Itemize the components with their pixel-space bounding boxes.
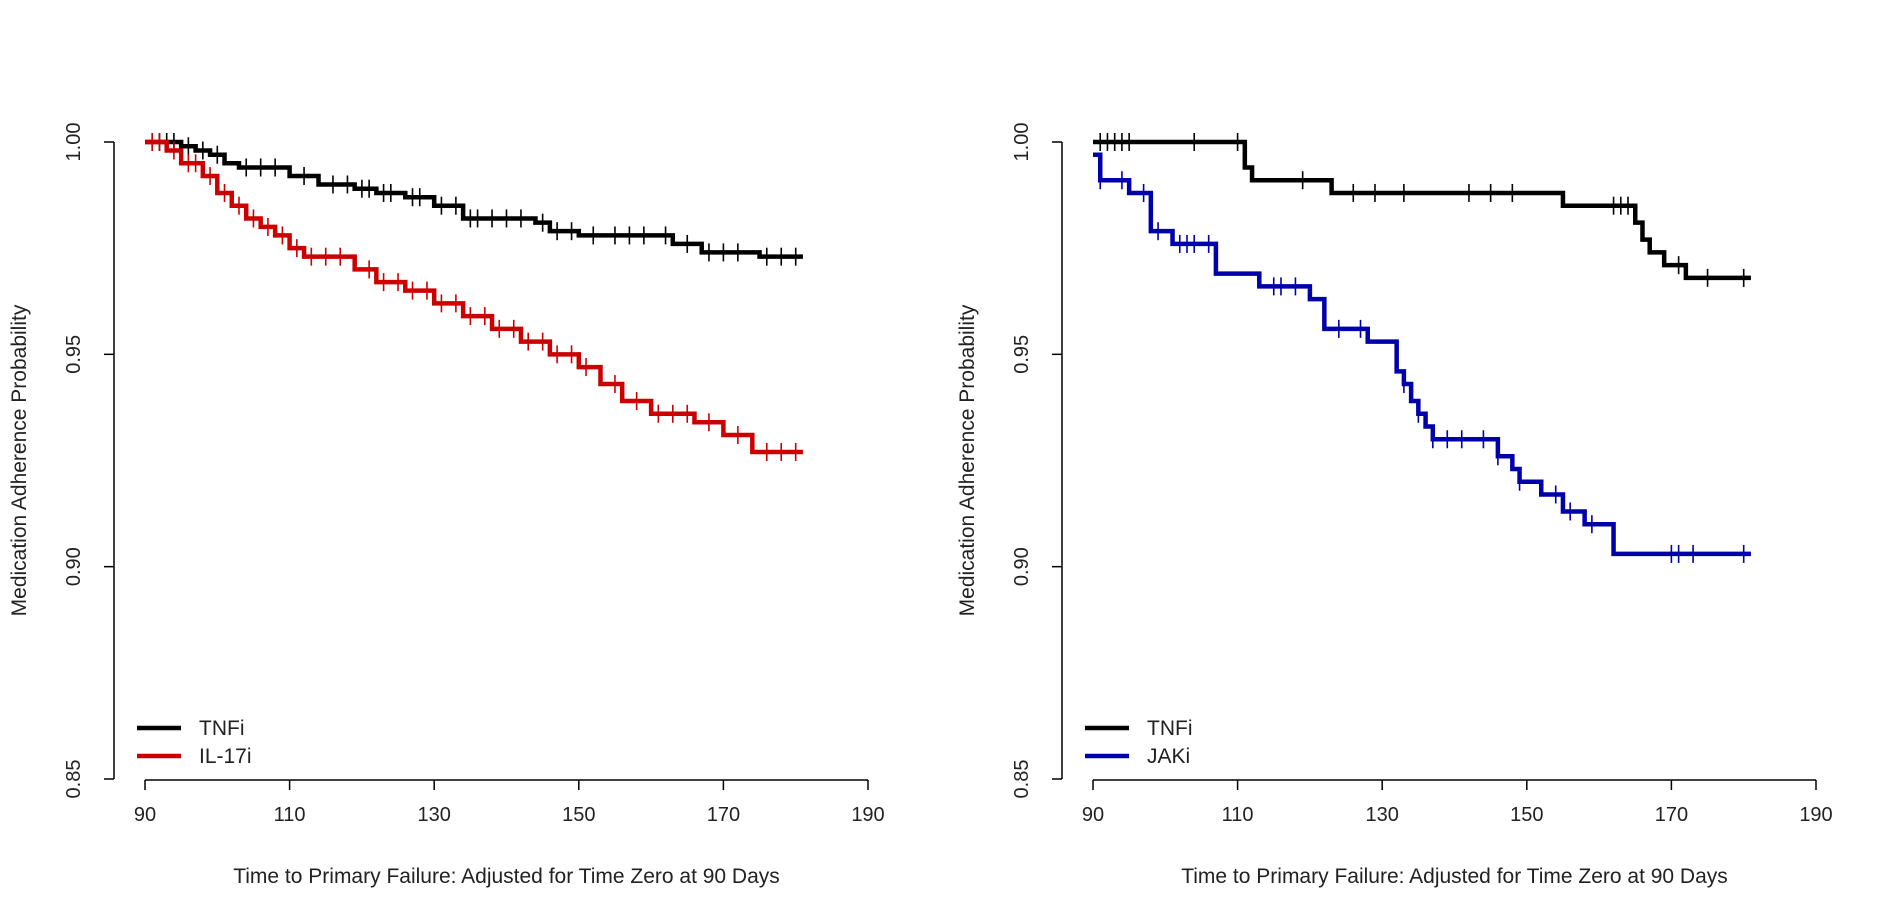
legend-label: TNFi [1147,717,1193,740]
x-tick-label: 90 [134,804,156,826]
x-tick-label: 130 [1366,804,1399,826]
x-tick-label: 110 [274,804,306,826]
series-jaki [1093,152,1751,563]
y-axis-title: Medication Adherence Probability [8,304,31,616]
x-tick-label: 190 [851,804,884,826]
km-plot-tnfi-vs-il17i: 90 110 130 150 170 190 0.85 0.90 0.95 1.00 Time to… [8,123,885,888]
x-axis: 90 110 130 150 170 190 [134,779,885,826]
legend: TNFi JAKi [1085,717,1193,768]
left-chart-panel: 90 110 130 150 170 190 0.85 0.90 0.95 1.00 Time to… [8,123,885,888]
y-tick-label: 0.95 [63,335,85,374]
y-tick-label: 1.00 [1011,123,1033,162]
y-axis-title: Medication Adherence Probability [956,304,979,616]
x-tick-label: 150 [1510,804,1543,826]
legend-label: TNFi [199,717,245,740]
y-axis: 0.85 0.90 0.95 1.00 [63,123,115,799]
series-tnfi [1093,133,1751,287]
right-chart-panel: 90 110 130 150 170 190 0.85 0.90 0.95 1.00 Time to… [948,0,1896,917]
y-tick-label: 0.85 [1011,760,1033,799]
series-tnfi [145,133,803,266]
x-axis-title: Time to Primary Failure: Adjusted for Ti… [233,865,780,888]
x-tick-label: 90 [1082,804,1104,826]
x-axis-title: Time to Primary Failure: Adjusted for Ti… [1181,865,1728,888]
x-tick-label: 190 [1799,804,1832,826]
legend: TNFi IL-17i [137,717,252,768]
y-axis: 0.85 0.90 0.95 1.00 [1011,123,1063,799]
survival-step-line [1093,152,1751,557]
y-tick-label: 0.90 [1011,547,1033,586]
y-tick-label: 0.85 [63,760,85,799]
survival-step-line [145,139,803,455]
x-tick-label: 110 [1222,804,1254,826]
legend-label: JAKi [1147,745,1190,768]
survival-step-line [1093,139,1751,281]
series-il-17i [145,133,803,462]
x-tick-label: 170 [707,804,740,826]
x-tick-label: 130 [418,804,451,826]
x-tick-label: 150 [562,804,595,826]
x-axis: 90 110 130 150 170 190 [1082,779,1833,826]
legend-label: IL-17i [199,745,252,768]
x-tick-label: 170 [1655,804,1688,826]
y-tick-label: 0.90 [63,547,85,586]
km-plot-tnfi-vs-jaki: 90 110 130 150 170 190 0.85 0.90 0.95 1.00 Time to… [956,123,1833,888]
y-tick-label: 0.95 [1011,335,1033,374]
y-tick-label: 1.00 [63,123,85,162]
survival-step-line [145,139,803,259]
